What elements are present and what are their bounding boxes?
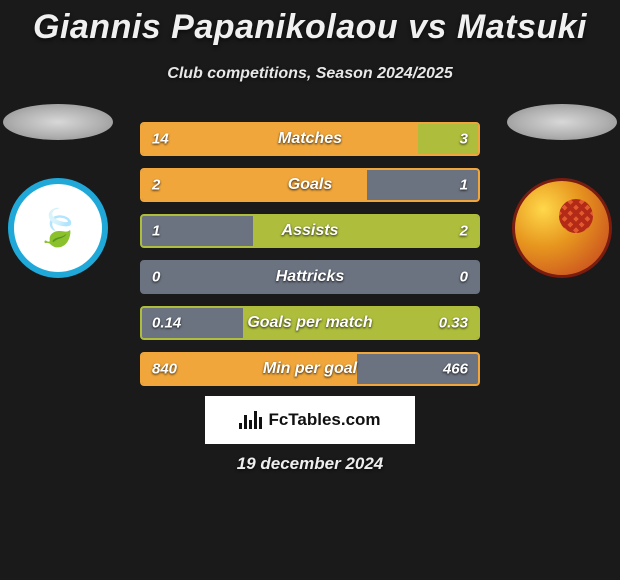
page-title: Giannis Papanikolaou vs Matsuki <box>0 0 620 47</box>
club-badge-right <box>512 178 612 278</box>
player-left-block: 🍃 <box>0 104 118 278</box>
stat-label: Matches <box>142 130 478 148</box>
stat-row: 840466Min per goal <box>140 352 480 386</box>
player-right-avatar <box>507 104 617 140</box>
stat-label: Goals <box>142 176 478 194</box>
stat-label: Goals per match <box>142 314 478 332</box>
stat-label: Min per goal <box>142 360 478 378</box>
player-right-block <box>502 104 620 278</box>
player-left-avatar <box>3 104 113 140</box>
stat-row: 0.140.33Goals per match <box>140 306 480 340</box>
stats-container: 143Matches 21Goals 12Assists 00Hattricks 0.1… <box>140 122 480 398</box>
subtitle: Club competitions, Season 2024/2025 <box>0 65 620 83</box>
stat-row: 21Goals <box>140 168 480 202</box>
attribution-text: FcTables.com <box>268 410 380 430</box>
stat-label: Hattricks <box>142 268 478 286</box>
leaf-icon: 🍃 <box>36 210 81 246</box>
stat-row: 143Matches <box>140 122 480 156</box>
date-label: 19 december 2024 <box>0 454 620 474</box>
club-badge-left: 🍃 <box>8 178 108 278</box>
stat-row: 12Assists <box>140 214 480 248</box>
attribution-badge[interactable]: FcTables.com <box>205 396 415 444</box>
stat-label: Assists <box>142 222 478 240</box>
stat-row: 00Hattricks <box>140 260 480 294</box>
bar-chart-icon <box>239 411 262 429</box>
